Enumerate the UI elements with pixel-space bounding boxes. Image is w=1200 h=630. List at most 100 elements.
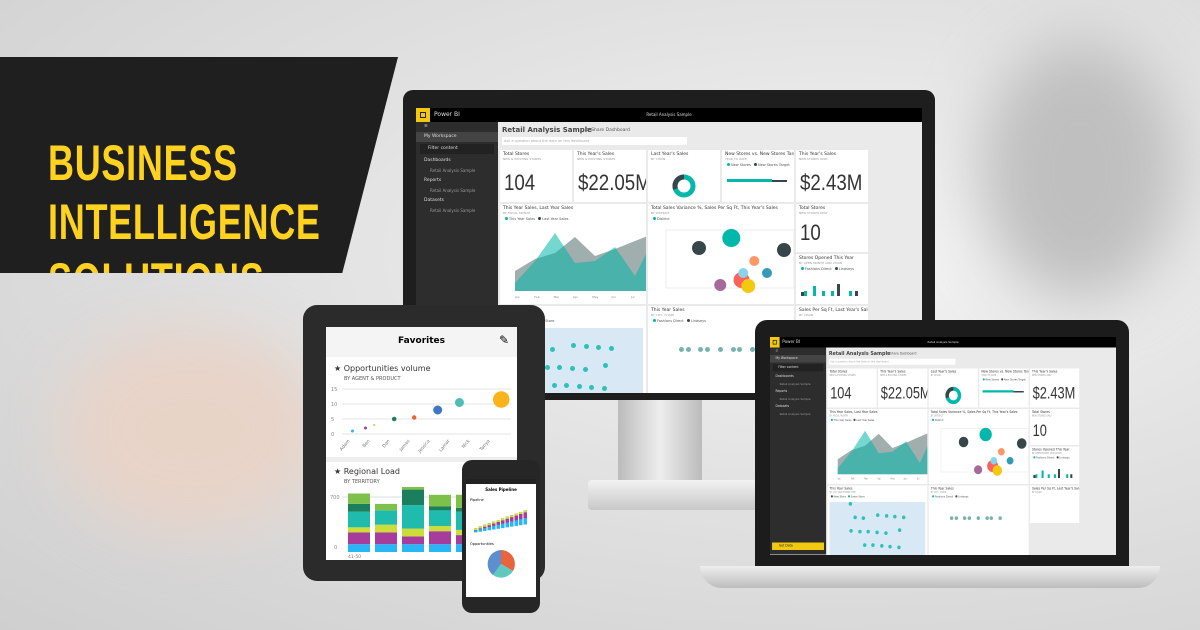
edit-icon[interactable]: ✎ [498, 333, 509, 347]
tile-title: Last Year's Sales [930, 370, 957, 374]
tile-total-new-stores[interactable]: Total Stores NEW STORES ONLY 10 [1029, 409, 1079, 445]
legend-label: New Stores Target [757, 163, 790, 167]
sidebar-item[interactable]: Retail Analysis Sample [430, 168, 476, 173]
x-tick: Dan [381, 438, 392, 449]
stacked-bar-segment [429, 526, 451, 532]
legend-label: Fashions Direct [934, 495, 954, 499]
map[interactable] [829, 502, 925, 555]
sidebar-item[interactable]: Retail Analysis Sample [430, 188, 476, 193]
qa-input[interactable]: Ask a question about the data on this da… [502, 137, 687, 145]
qa-input[interactable]: Ask a question about the data on this da… [828, 358, 956, 365]
sidebar-item[interactable]: Retail Analysis Sample [430, 208, 476, 213]
tile-sales-by-month[interactable]: This Year Sales, Last Year Sales BY FISC… [500, 204, 646, 304]
sidebar-item[interactable]: My Workspace [416, 132, 498, 142]
banner-line-1: BUSINESS [48, 135, 238, 191]
get-data-button[interactable]: Get Data [772, 542, 825, 550]
tile-this-year-sales[interactable]: This Year's Sales NEW & EXISTING STORES $… [574, 150, 646, 202]
tile-subtitle: NEW STORES ONLY [1031, 414, 1052, 418]
app-launcher-icon[interactable] [416, 108, 430, 122]
tile-new-store-sales[interactable]: This Year's Sales NEW STORES ONLY $2.43M [796, 150, 868, 202]
tile-title: New Stores vs. New Stores Target [981, 370, 1029, 374]
legend-label: This Year Sales [833, 418, 852, 422]
x-tick: James [398, 438, 412, 454]
phone-title: Sales Pipeline [485, 487, 517, 492]
legend-label: District [657, 217, 670, 221]
chart-legend: Fashions Direct Lindseys [1030, 455, 1079, 461]
chart-legend: Fashions Direct Lindseys [929, 494, 1029, 500]
tile-stores-opened[interactable]: Stores Opened This Year BY OPEN MONTH AN… [796, 254, 868, 304]
month-tick: May [592, 295, 598, 299]
card2-sub: BY TERRITORY [344, 479, 380, 485]
tile-this-year-sales[interactable]: This Year's Sales NEW & EXISTING STORES $… [878, 368, 927, 408]
legend-label: Fashions Direct [1036, 456, 1055, 460]
monitor-stand [618, 395, 702, 485]
tile-new-store-sales[interactable]: This Year's Sales NEW STORES ONLY $2.43M [1029, 368, 1079, 408]
sidebar-item[interactable]: Retail Analysis Sample [779, 382, 811, 386]
sidebar-item[interactable]: Reports [775, 389, 788, 394]
tile-subtitle: BY CITY, CHAIN [930, 490, 947, 494]
menu-icon[interactable]: ≡ [424, 124, 428, 129]
tablet-header: Favorites [397, 336, 446, 346]
bubble [1006, 457, 1014, 465]
share-dashboard-button[interactable]: ⟳ Share Dashboard [586, 128, 631, 133]
tile-stores-opened[interactable]: Stores Opened This Year BY OPEN MONTH AN… [1029, 446, 1079, 484]
tablet-screen: Favorites ✎ ★ Opportunities volume BY AG… [326, 327, 517, 560]
sidebar-item[interactable]: Datasets [424, 198, 444, 203]
tile-new-stores-target[interactable]: New Stores vs. New Stores Target YEAR TO… [722, 150, 794, 202]
tile-subtitle: BY CITY, CHAIN [651, 313, 674, 317]
tile-value: $22.05M [880, 383, 927, 403]
tile-title: Sales Per Sq Ft, Last Year's Sales [1031, 487, 1079, 491]
legend-label: Lindseys [690, 319, 706, 323]
y-tick: 10 [331, 402, 337, 408]
tile-title: This Year Sales [651, 308, 685, 313]
opportunities-chart: 15 10 5 0 Adam Ben Dan James Jessica Lamar Nick Tan… [331, 387, 511, 455]
sidebar-item[interactable]: Reports [424, 178, 442, 183]
bubble [749, 256, 760, 266]
sidebar-item[interactable]: Retail Analysis Sample [779, 397, 811, 401]
tile-sales-per-sqft[interactable]: Sales Per Sq Ft, Last Year's Sales BY CH… [1029, 485, 1079, 523]
sidebar-item[interactable]: Filter content [420, 144, 494, 154]
donut-chart [672, 174, 696, 198]
app-launcher-icon[interactable] [770, 337, 780, 348]
tile-total-stores[interactable]: Total Stores NEW & EXISTING STORES 104 [827, 368, 877, 408]
tile-new-stores-target[interactable]: New Stores vs. New Stores Target YEAR TO… [979, 368, 1029, 408]
tile-sales-variance[interactable]: Total Sales Variance %, Sales Per Sq Ft,… [928, 409, 1029, 484]
month-tick: Mar [554, 295, 560, 299]
tile-sales-by-month[interactable]: This Year Sales, Last Year Sales BY FISC… [827, 409, 927, 484]
bubble [777, 243, 791, 257]
tile-subtitle: BY CHAIN [651, 157, 666, 161]
tile-last-year-sales[interactable]: Last Year's Sales BY CHAIN [928, 368, 978, 408]
x-tick: Nick [461, 438, 472, 450]
sidebar-item[interactable]: Dashboards [775, 374, 794, 379]
month-tick: Feb [851, 477, 855, 480]
phone-section-pipeline: Pipeline [470, 498, 484, 502]
share-dashboard-button[interactable]: ⟳ Share Dashboard [886, 352, 917, 356]
tile-subtitle: BY DISTRICT [930, 414, 944, 418]
tile-map-city-chain[interactable]: This Year Sales BY CITY, CHAIN Fashions D… [928, 485, 1029, 555]
y-tick: 5 [331, 417, 334, 423]
tile-last-year-sales[interactable]: Last Year's Sales BY CHAIN [648, 150, 720, 202]
month-tick: Apr [573, 295, 579, 299]
menu-icon[interactable]: ≡ [775, 349, 779, 353]
tile-sales-variance[interactable]: Total Sales Variance %, Sales Per Sq Ft,… [648, 204, 794, 304]
area-chart: JanFebMarAprMayJunJulAug [514, 233, 646, 299]
sidebar-item[interactable]: My Workspace [770, 355, 827, 363]
sidebar-item[interactable]: Datasets [775, 404, 790, 409]
tile-subtitle: BY CHAIN [799, 313, 814, 317]
tile-title: Total Stores [503, 152, 530, 157]
bar-chart [801, 284, 858, 296]
tile-title: This Year's Sales [880, 370, 906, 374]
stacked-bar-segment [348, 503, 370, 512]
donut-chart [945, 386, 962, 405]
chart-legend: New Stores New Stores Target [979, 377, 1028, 383]
tile-total-stores[interactable]: Total Stores NEW & EXISTING STORES 104 [500, 150, 572, 202]
sidebar-item[interactable]: Dashboards [424, 158, 451, 163]
x-tick: Lamar [438, 438, 452, 453]
tile-total-new-stores[interactable]: Total Stores NEW STORES ONLY 10 [796, 204, 868, 252]
sidebar-item[interactable]: Retail Analysis Sample [779, 412, 811, 416]
bubble [741, 279, 756, 293]
stacked-bar-segment [348, 532, 370, 545]
tile-title: Last Year's Sales [651, 152, 689, 157]
sidebar-item[interactable]: Filter content [772, 364, 824, 372]
